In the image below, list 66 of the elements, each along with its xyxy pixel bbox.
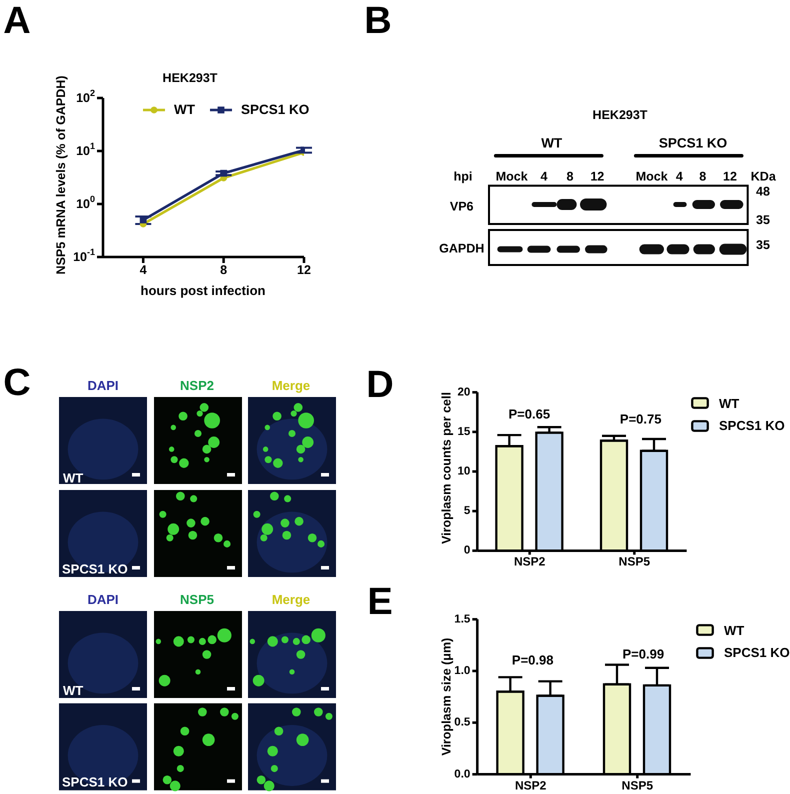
text: B <box>364 0 392 42</box>
text: WT <box>541 135 563 150</box>
annotation: P=0.99 <box>622 646 664 661</box>
text: 12 <box>723 170 737 184</box>
text: 4 <box>676 170 683 184</box>
annotation: P=0.75 <box>620 410 662 426</box>
text: 8 <box>699 170 706 184</box>
y-tick-label: 20 <box>458 386 470 398</box>
annotation: P=0.98 <box>512 652 554 667</box>
text: DAPI <box>87 592 119 606</box>
text: GAPDH <box>439 241 484 256</box>
text: hpi <box>454 170 472 184</box>
text: 48 <box>756 184 770 199</box>
text: SPCS1 KO <box>62 774 128 790</box>
y-tick-label: 15 <box>458 426 471 438</box>
legend-label: SPCS1 KO <box>719 418 785 434</box>
y-tick-label: 5 <box>464 505 471 518</box>
y-tick-label: 1.0 <box>454 664 470 677</box>
y-axis-title: NSP5 mRNA levels (% of GAPDH) <box>54 76 68 274</box>
text: NSP5 <box>180 592 214 606</box>
text: Mock <box>496 170 528 184</box>
point <box>220 170 227 177</box>
text: Merge <box>272 592 310 606</box>
legend-label: WT <box>174 102 195 117</box>
text: SPCS1 KO <box>62 560 128 576</box>
x-tick-label: 12 <box>297 262 311 277</box>
text: 12 <box>590 170 604 184</box>
text: WT <box>63 682 84 698</box>
text: SPCS1 KO <box>658 135 728 150</box>
x-axis-title: hours post infection <box>140 282 266 298</box>
text: NSP2 <box>180 378 214 392</box>
x-tick-label: 8 <box>220 262 228 277</box>
text: WT <box>63 470 84 486</box>
y-axis-title: Viroplasm counts per cell <box>440 392 454 544</box>
text: 35 <box>756 213 770 227</box>
y-tick-label: 1.5 <box>454 613 471 626</box>
y-tick-label: 0.0 <box>454 768 470 780</box>
y-tick-label: 0.5 <box>454 716 471 729</box>
y-tick-label: 10$^{0}$ <box>76 194 95 211</box>
y-tick-label: 10 <box>458 466 470 478</box>
text: DAPI <box>87 378 119 392</box>
text: C <box>3 362 31 404</box>
text: HEK293T <box>592 108 648 122</box>
y-tick-label: 10$^{-1}$ <box>73 247 95 264</box>
text: A <box>3 0 31 42</box>
point <box>140 216 147 224</box>
text: 4 <box>540 170 548 184</box>
text: 8 <box>566 170 574 184</box>
text: Mock <box>636 170 668 184</box>
text: 35 <box>756 238 770 252</box>
text: D <box>366 364 394 406</box>
legend-label: WT <box>719 396 740 411</box>
y-tick-label: 10$^{1}$ <box>76 141 95 158</box>
x-tick-label: 4 <box>140 262 147 277</box>
text: E <box>367 581 393 623</box>
y-tick-label: 0 <box>464 544 470 557</box>
annotation: P=0.65 <box>508 406 550 421</box>
legend-label: WT <box>724 622 744 638</box>
chart-title: HEK293T <box>162 71 218 85</box>
legend-label: SPCS1 KO <box>241 102 310 117</box>
text: VP6 <box>450 200 474 214</box>
legend-label: SPCS1 KO <box>724 645 790 660</box>
text: Merge <box>272 378 310 392</box>
y-tick-label: 10$^{2}$ <box>76 88 95 105</box>
y-axis-title: Viroplasm size (μm) <box>440 638 454 756</box>
text: KDa <box>750 170 777 184</box>
